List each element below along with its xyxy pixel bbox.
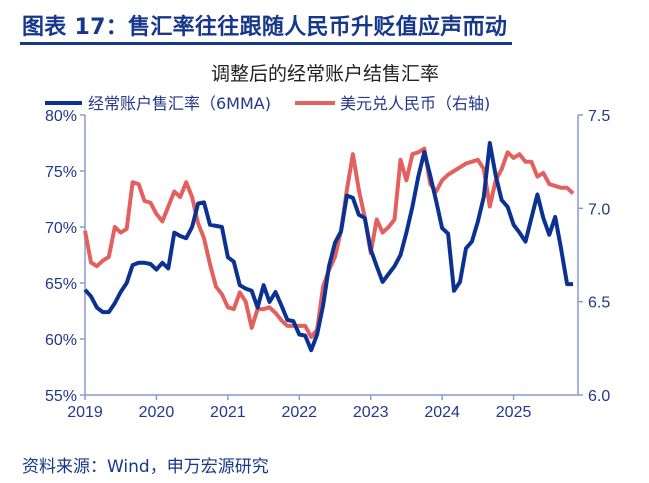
legend: 经常账户售汇率（6MMA) 美元兑人民币（右轴) (45, 94, 490, 113)
series-line-usdcny (83, 146, 575, 340)
left-tick-label: 75% (45, 164, 77, 181)
x-tick-label: 2019 (67, 404, 103, 421)
chart-title: 调整后的经常账户结售汇率 (211, 63, 439, 85)
series-line-sales-rate (83, 141, 574, 353)
left-tick-label: 65% (45, 276, 77, 293)
right-tick-label: 7.0 (588, 201, 610, 218)
right-tick-label: 6.5 (588, 295, 610, 312)
title-divider (20, 42, 512, 45)
figure-title: 图表 17：售汇率往往跟随人民币升贬值应声而动 (22, 15, 508, 40)
left-tick-label: 80% (45, 108, 77, 125)
right-tick-label: 7.5 (588, 108, 610, 125)
x-tick-label: 2022 (281, 404, 317, 421)
x-tick-label: 2021 (210, 404, 246, 421)
x-tick-label: 2024 (424, 404, 460, 421)
legend-label-sales-rate: 经常账户售汇率（6MMA) (88, 94, 271, 113)
x-tick-label: 2023 (353, 404, 389, 421)
x-tick-label: 2020 (139, 404, 175, 421)
x-tick-label: 2025 (496, 404, 532, 421)
left-tick-label: 60% (45, 332, 77, 349)
legend-label-usdcny: 美元兑人民币（右轴) (340, 94, 490, 113)
right-tick-label: 6.0 (588, 388, 610, 405)
left-tick-label: 70% (45, 220, 77, 237)
source-note: 资料来源：Wind，申万宏源研究 (22, 457, 269, 477)
left-tick-label: 55% (45, 388, 77, 405)
